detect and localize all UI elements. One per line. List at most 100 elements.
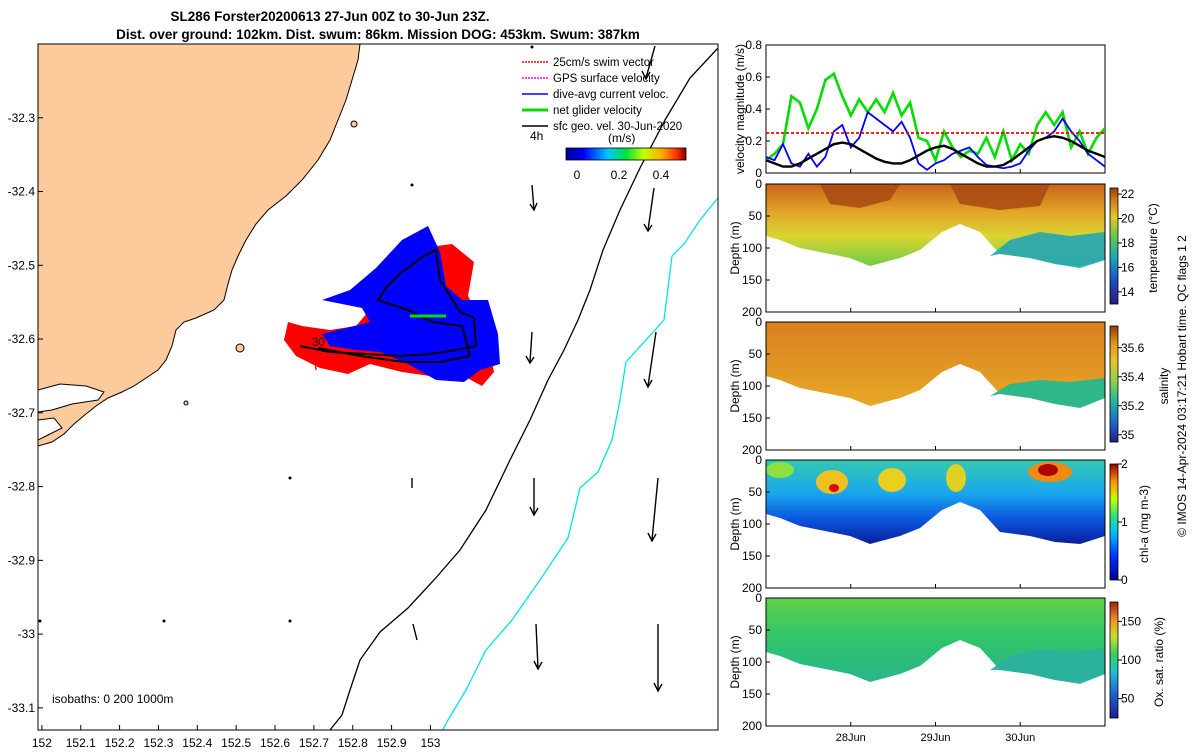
estuary-water (38, 417, 63, 441)
time-axis: 28Jun 29Jun 30Jun (836, 169, 1035, 744)
temperature-colorbar-label: temperature (°C) (1146, 203, 1160, 293)
temperature-warm-surface (820, 184, 1050, 210)
depth-tick-label: 100 (742, 655, 762, 669)
velocity-series-line (766, 110, 1105, 171)
salinity-ylabel: Depth (m) (728, 359, 742, 412)
map-x-tick-label: 152.1 (66, 736, 96, 750)
salinity-deep-water (990, 378, 1105, 408)
colorbar-tick-label: 18 (1121, 236, 1135, 250)
colorbar-units: (m/s) (608, 131, 635, 145)
temperature-panel: 0 50 100 150 200 Depth (m) 22 20 18 16 14 temper… (728, 177, 1160, 319)
velocity-y-tick-label: 0.6 (745, 70, 762, 84)
label-4h: 4h (530, 129, 543, 143)
island (350, 120, 358, 128)
map-y-tick-label: -32.8 (8, 480, 36, 494)
map-x-tick-label: 152.4 (182, 736, 212, 750)
time-tick-label: 29Jun (921, 732, 951, 744)
map-legend: 25cm/s swim vector GPS surface velocity … (522, 57, 687, 182)
map-x-tick-label: 152.2 (105, 736, 135, 750)
time-marker-30: 30 (312, 337, 325, 349)
velocity-series-line (766, 71, 1105, 164)
map-x-tick-label: 152.6 (260, 736, 290, 750)
legend-gps: GPS surface velocity (553, 73, 660, 85)
isobath-1000m (441, 197, 718, 730)
island (183, 400, 189, 406)
colorbar-tick-label: 22 (1121, 187, 1135, 201)
map-x-tick-label: 152.9 (377, 736, 407, 750)
colorbar-tick-label: 35.6 (1121, 341, 1145, 355)
colorbar-tick-label: 2 (1121, 457, 1128, 471)
depth-tick-label: 200 (742, 719, 762, 733)
map-panel: 30 25cm/s swi (8, 43, 719, 750)
colorbar-tick-label: 14 (1121, 285, 1135, 299)
depth-tick-label: 200 (742, 443, 762, 457)
colorbar-tick-label: 50 (1121, 692, 1135, 706)
velocity-y-tick-label: 0.8 (745, 38, 762, 52)
depth-tick-label: 50 (749, 209, 763, 223)
oxygen-panel: 0 50 100 150 200 Depth (m) 150 100 50 Ox. sat.… (728, 591, 1166, 733)
oxygen-colorbar-label: Ox. sat. ratio (%) (1152, 617, 1166, 707)
map-y-tick-label: -32.6 (8, 332, 36, 346)
depth-tick-label: 100 (742, 379, 762, 393)
depth-tick-label: 200 (742, 305, 762, 319)
isobaths-label: isobaths: 0 200 1000m (52, 692, 173, 706)
salinity-colorbar (1109, 325, 1119, 443)
chla-colorbar-label: chl-a (mg m-3) (1137, 485, 1151, 563)
temperature-ylabel: Depth (m) (728, 221, 742, 274)
chla-blooms (766, 462, 1072, 494)
depth-tick-label: 0 (755, 177, 762, 191)
velocity-ylabel: velocity magnitude (m/s) (733, 44, 747, 174)
credit-text: © IMOS 14-Apr-2024 03:17:21 Hobart time.… (1175, 235, 1189, 537)
legend-geo: sfc geo. vel. 30-Jun-2020 (553, 121, 682, 133)
geo-velocity-arrows (411, 45, 663, 693)
colorbar-tick-label: 100 (1121, 653, 1141, 667)
velocity-y-tick-label: 0.2 (745, 134, 762, 148)
island (235, 343, 245, 353)
map-y-tick-label: -32.7 (8, 406, 36, 420)
legend-swim: 25cm/s swim vector (553, 57, 654, 69)
temperature-colorbar (1109, 187, 1119, 305)
figure-title-line2: Dist. over ground: 102km. Dist. swum: 86… (116, 27, 640, 42)
depth-tick-label: 0 (755, 453, 762, 467)
chla-colorbar (1109, 463, 1119, 581)
colorbar-tick-label: 150 (1121, 614, 1141, 628)
depth-tick-label: 150 (742, 549, 762, 563)
depth-tick-label: 50 (749, 485, 763, 499)
glider-track (299, 248, 478, 363)
depth-tick-label: 100 (742, 517, 762, 531)
map-x-tick-label: 152 (32, 736, 52, 750)
land-mass (38, 44, 361, 447)
map-y-tick-label: -32.5 (8, 258, 36, 272)
figure-title-line1: SL286 Forster20200613 27-Jun 00Z to 30-J… (171, 9, 490, 24)
salinity-colorbar-label: salinity (1157, 368, 1171, 405)
map-frame (37, 43, 719, 731)
chla-panel: 0 50 100 150 200 Depth (m) 2 1 0 chl-a (mg m-3… (728, 453, 1151, 595)
map-y-tick-label: -33.1 (8, 701, 36, 715)
oxygen-ylabel: Depth (m) (728, 635, 742, 688)
map-x-tick-label: 152.7 (299, 736, 329, 750)
legend-net: net glider velocity (553, 105, 642, 117)
colorbar-tick-label: 16 (1121, 260, 1135, 274)
map-x-tick-label: 153 (420, 736, 440, 750)
map-y-ticks: -32.3 -32.4 -32.5 -32.6 -32.7 -32.8 -32.9 -33 -3… (8, 111, 43, 715)
map-x-tick-label: 152.8 (338, 736, 368, 750)
depth-tick-label: 150 (742, 687, 762, 701)
colorbar-tick-label: 0 (1121, 573, 1128, 587)
time-tick-label: 28Jun (836, 732, 866, 744)
velocity-y-tick-label: 0.4 (745, 102, 762, 116)
depth-tick-label: 200 (742, 581, 762, 595)
map-y-tick-label: -33 (18, 627, 36, 641)
arrow-dots (38, 45, 534, 623)
colorbar-tick-0: 0 (574, 168, 581, 182)
velocity-y-tick-label: 0 (755, 166, 762, 180)
red-arrow-30 (313, 349, 317, 371)
velocity-series-line (766, 134, 1105, 168)
colorbar-tick-label: 35.2 (1121, 399, 1145, 413)
depth-tick-label: 150 (742, 273, 762, 287)
colorbar-tick-label: 20 (1121, 212, 1135, 226)
colorbar-tick-label: 1 (1121, 515, 1128, 529)
time-tick-label: 30Jun (1005, 732, 1035, 744)
oxygen-colorbar (1109, 601, 1119, 719)
colorbar-tick-label: 35.4 (1121, 370, 1145, 384)
